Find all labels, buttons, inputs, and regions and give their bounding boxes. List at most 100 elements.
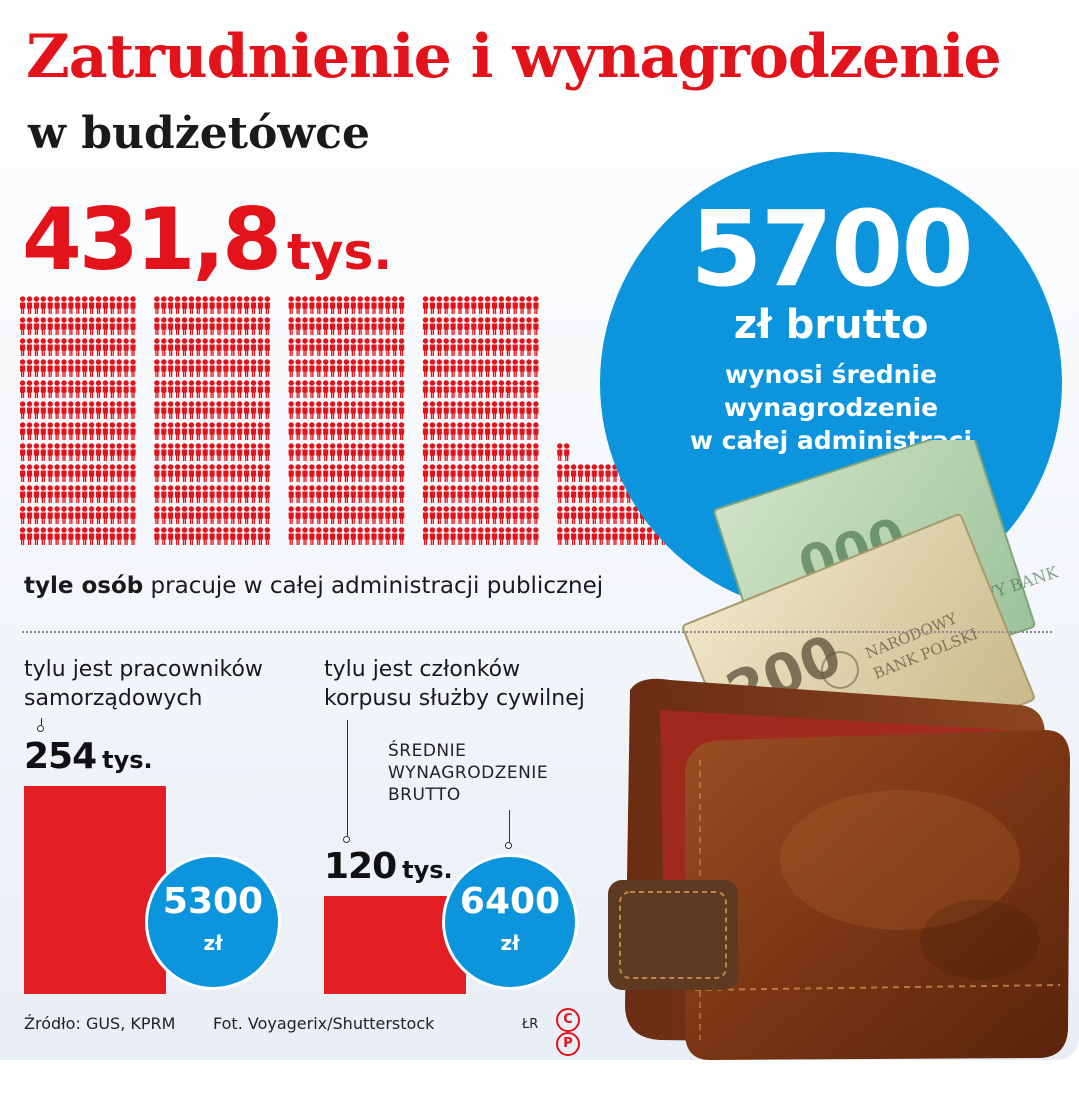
person-icon <box>457 338 463 356</box>
person-icon <box>457 296 463 314</box>
person-icon <box>323 464 329 482</box>
person-icon <box>392 506 398 524</box>
person-icon <box>216 359 222 377</box>
person-icon <box>398 527 405 545</box>
person-icon <box>478 401 484 419</box>
person-icon <box>357 338 363 356</box>
person-icon <box>512 338 518 356</box>
person-icon <box>230 506 236 524</box>
person-icon <box>223 422 229 440</box>
person-icon <box>216 443 222 461</box>
person-icon <box>109 317 116 335</box>
callout-dot <box>343 836 350 843</box>
person-icon <box>202 485 208 503</box>
person-icon <box>533 317 539 335</box>
person-icon <box>40 443 46 461</box>
person-icon <box>422 359 429 377</box>
average-salary-desc-line: wynosi średnie <box>725 360 937 389</box>
person-icon <box>443 443 449 461</box>
person-icon <box>250 485 257 503</box>
person-icon <box>505 506 511 524</box>
person-icon <box>82 296 88 314</box>
person-icon <box>288 359 294 377</box>
person-icon <box>443 506 449 524</box>
person-icon <box>47 527 53 545</box>
person-icon <box>512 506 518 524</box>
person-icon <box>181 485 188 503</box>
person-icon <box>357 317 363 335</box>
person-icon <box>250 464 257 482</box>
person-icon <box>577 506 584 524</box>
person-icon <box>557 485 563 503</box>
person-icon <box>47 401 53 419</box>
person-icon <box>82 506 88 524</box>
person-icon <box>130 485 136 503</box>
person-icon <box>357 464 363 482</box>
person-icon <box>385 359 391 377</box>
person-icon <box>512 401 518 419</box>
person-icon <box>257 506 264 524</box>
person-icon <box>250 401 257 419</box>
person-icon <box>436 443 442 461</box>
person-icon <box>154 443 160 461</box>
person-icon <box>230 296 236 314</box>
person-icon <box>68 401 74 419</box>
person-icon <box>26 380 33 398</box>
person-icon <box>250 380 257 398</box>
person-icon <box>364 317 370 335</box>
person-icon <box>109 401 116 419</box>
person-icon <box>295 464 301 482</box>
person-icon <box>33 296 40 314</box>
person-icon <box>398 317 405 335</box>
person-icon <box>505 338 511 356</box>
person-icon <box>47 506 53 524</box>
people-caption: tyle osób pracuje w całej administracji … <box>24 573 603 599</box>
person-icon <box>54 296 60 314</box>
person-icon <box>130 317 136 335</box>
person-icon <box>357 401 363 419</box>
person-icon <box>257 359 264 377</box>
person-icon <box>491 485 498 503</box>
person-icon <box>385 443 391 461</box>
person-icon <box>209 338 215 356</box>
person-icon <box>357 359 363 377</box>
person-icon <box>216 338 222 356</box>
person-icon <box>336 506 343 524</box>
person-icon <box>209 422 215 440</box>
person-icon <box>364 506 370 524</box>
person-icon <box>95 317 102 335</box>
person-icon <box>237 422 243 440</box>
person-icon <box>109 443 116 461</box>
person-icon <box>250 359 257 377</box>
person-icon <box>188 338 195 356</box>
person-icon <box>168 485 174 503</box>
person-icon <box>484 506 491 524</box>
average-salary-unit: zł brutto <box>733 302 929 348</box>
person-icon <box>188 506 195 524</box>
person-icon <box>392 338 398 356</box>
person-icon <box>533 506 539 524</box>
person-icon <box>202 359 208 377</box>
person-icon <box>392 317 398 335</box>
person-icon <box>202 380 208 398</box>
person-icon <box>343 422 350 440</box>
person-icon <box>174 317 181 335</box>
person-icon <box>350 359 356 377</box>
person-icon <box>316 506 322 524</box>
salary-label-line: ŚREDNIE <box>388 741 467 761</box>
person-icon <box>526 338 532 356</box>
person-icon <box>436 296 442 314</box>
person-icon <box>264 338 270 356</box>
person-icon <box>40 506 46 524</box>
person-icon <box>450 464 456 482</box>
person-icon <box>392 380 398 398</box>
person-icon <box>102 422 109 440</box>
person-icon <box>323 359 329 377</box>
person-icon <box>450 443 456 461</box>
person-icon <box>323 296 329 314</box>
person-icon <box>82 464 88 482</box>
person-icon <box>161 443 167 461</box>
person-icon <box>195 359 201 377</box>
person-icon <box>309 422 315 440</box>
person-icon <box>422 380 429 398</box>
